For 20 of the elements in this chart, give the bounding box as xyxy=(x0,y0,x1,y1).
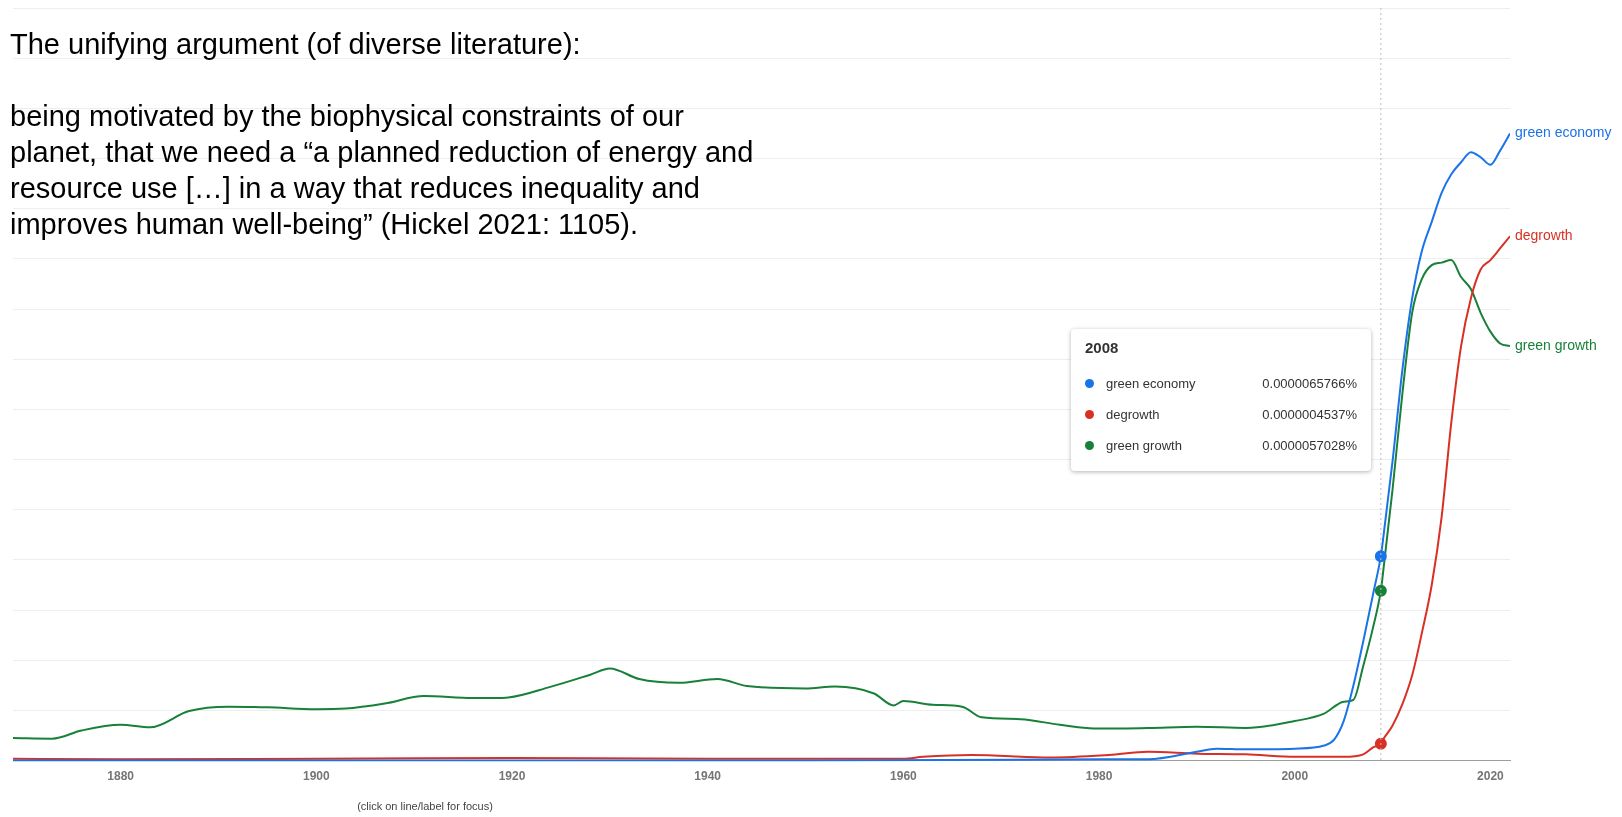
x-tick-label: 1940 xyxy=(694,769,722,784)
annotation: 0.0000004537% xyxy=(1262,407,1357,422)
x-tick-label: 1980 xyxy=(1085,769,1113,784)
x-tick-label: 1880 xyxy=(107,769,135,784)
x-tick-label: 2020 xyxy=(1477,769,1505,784)
x-tick-label: 1960 xyxy=(890,769,918,784)
x-tick-label: 1900 xyxy=(302,769,330,784)
text: green economy xyxy=(1515,124,1612,141)
text: green growth xyxy=(1515,336,1597,353)
legend-label: degrowth xyxy=(1106,407,1161,422)
annotation: 0.0000057028% xyxy=(1262,438,1357,453)
text: (click on line/label for focus) xyxy=(357,800,493,812)
annotation: 0.0000065766% xyxy=(1262,376,1357,391)
annotation: 2008 xyxy=(1085,339,1120,356)
x-tick-label: 1920 xyxy=(498,769,526,784)
text: degrowth xyxy=(1515,227,1573,244)
legend-label: green economy xyxy=(1106,376,1197,391)
x-tick-label: 2000 xyxy=(1281,769,1309,784)
text: The unifying argument (of diverse literature): being motivated by the biophysical constraints of our planet, that we need a “a planned reduction of energy and resource use […] in a way that reduces inequality and improves human well-being” (Hickel 2021: 1105). xyxy=(10,28,754,240)
legend-label: green growth xyxy=(1106,438,1183,453)
